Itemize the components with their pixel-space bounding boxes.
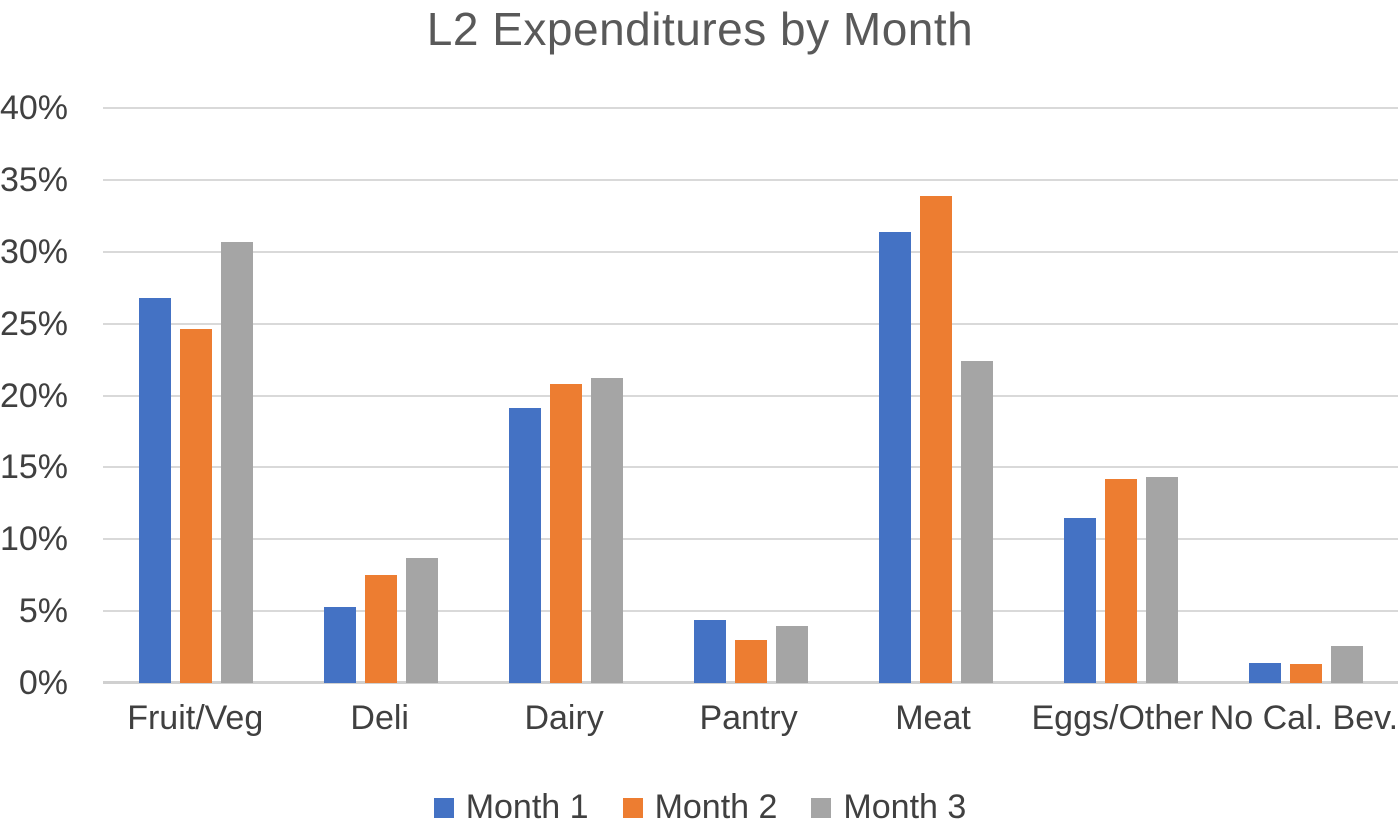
bar-month-2 xyxy=(1289,664,1322,683)
y-tick-label: 20% xyxy=(0,376,68,415)
y-tick-label: 0% xyxy=(18,664,68,702)
y-tick-label: 25% xyxy=(0,304,68,343)
y-tick-label: 15% xyxy=(0,448,68,487)
gridline xyxy=(103,107,1398,109)
bar-group-pantry xyxy=(658,108,843,683)
bar-month-3 xyxy=(1145,477,1178,683)
bar-groups xyxy=(103,108,1398,683)
bar-month-1 xyxy=(323,606,356,683)
bar-month-3 xyxy=(960,361,993,683)
legend-swatch-icon xyxy=(433,797,454,818)
x-tick-label: No Cal. Bev. xyxy=(1209,699,1399,737)
x-tick-label: Meat xyxy=(895,699,971,737)
bar-month-3 xyxy=(405,557,438,683)
bar-month-2 xyxy=(549,384,582,683)
y-tick-label: 35% xyxy=(0,160,68,199)
bar-group-eggs-other xyxy=(1028,108,1213,683)
bar-group-no-cal-bev xyxy=(1213,108,1398,683)
x-tick-label: Fruit/Veg xyxy=(127,699,264,737)
gridline xyxy=(103,250,1398,253)
bar-group-deli xyxy=(288,108,473,683)
x-tick-label: Pantry xyxy=(699,699,798,737)
legend-item-month-3: Month 3 xyxy=(811,788,966,827)
legend-item-month-2: Month 2 xyxy=(622,788,778,827)
bar-month-1 xyxy=(878,231,911,683)
legend-label: Month 3 xyxy=(843,788,967,826)
bar-month-1 xyxy=(508,408,541,683)
gridline xyxy=(103,178,1398,181)
legend-swatch-icon xyxy=(622,797,643,818)
bar-group-dairy xyxy=(473,108,658,683)
x-axis: Fruit/Veg Deli Dairy Pantry Meat Eggs/Other No… xyxy=(103,699,1398,738)
bar-month-3 xyxy=(775,625,808,683)
bar-month-3 xyxy=(1330,645,1363,683)
y-tick-label: 5% xyxy=(18,592,68,631)
gridline xyxy=(103,394,1398,397)
gridline xyxy=(103,466,1398,469)
bar-month-1 xyxy=(1248,662,1281,683)
x-tick-label: Dairy xyxy=(524,699,604,737)
x-tick-label: Deli xyxy=(350,699,409,737)
bar-month-2 xyxy=(1104,478,1137,683)
y-tick-label: 30% xyxy=(0,232,68,271)
bar-month-2 xyxy=(179,329,212,683)
legend-item-month-1: Month 1 xyxy=(433,788,589,827)
chart-title: L2 Expenditures by Month xyxy=(426,3,974,55)
bar-month-3 xyxy=(590,378,623,683)
bar-month-2 xyxy=(734,639,767,683)
y-axis: 40% 35% 30% 25% 20% 15% 10% 5% 0% xyxy=(0,91,68,700)
y-tick-label: 10% xyxy=(0,520,68,559)
gridline xyxy=(103,610,1398,613)
bar-group-fruit-veg xyxy=(103,108,288,683)
bar-month-3 xyxy=(220,241,253,683)
legend-swatch-icon xyxy=(811,797,832,818)
y-tick-label: 40% xyxy=(0,89,68,127)
gridline xyxy=(103,322,1398,325)
bar-month-2 xyxy=(919,195,952,683)
legend: Month 1 Month 2 Month 3 xyxy=(0,788,1400,827)
plot-area xyxy=(103,107,1398,684)
x-tick-label: Eggs/Other xyxy=(1031,699,1204,737)
legend-label: Month 2 xyxy=(654,788,778,826)
bar-month-1 xyxy=(138,297,171,683)
gridline xyxy=(103,538,1398,541)
bar-month-1 xyxy=(693,619,726,683)
bar-month-2 xyxy=(364,575,397,683)
bar-group-meat xyxy=(843,108,1028,683)
legend-label: Month 1 xyxy=(465,788,589,826)
bar-month-1 xyxy=(1063,517,1096,683)
